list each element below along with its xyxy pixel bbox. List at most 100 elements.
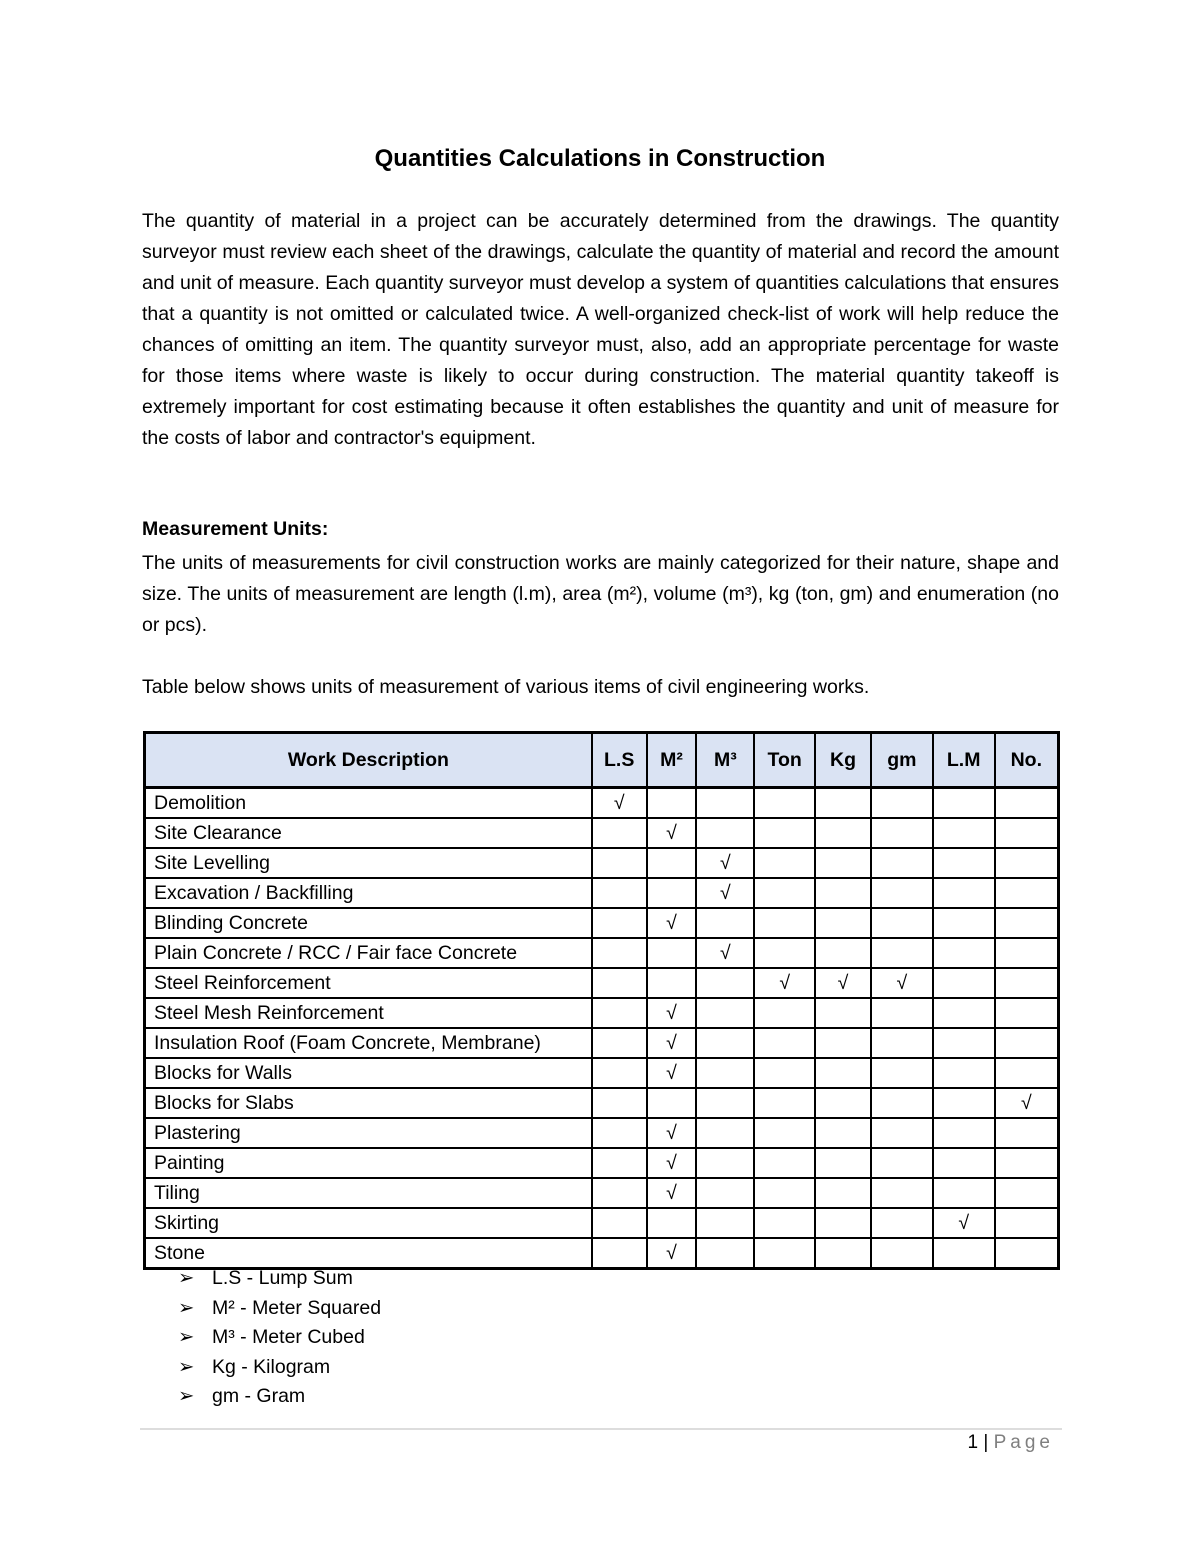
check-mark: √ bbox=[645, 1147, 698, 1179]
check-mark: √ bbox=[645, 1237, 698, 1270]
work-description: Blinding Concrete bbox=[143, 907, 593, 939]
check-mark: √ bbox=[645, 997, 698, 1029]
unit-cell bbox=[869, 1177, 934, 1209]
unit-cell bbox=[695, 817, 756, 849]
unit-cell bbox=[695, 1177, 756, 1209]
table-row: Steel Reinforcement √ √ √ bbox=[143, 967, 1060, 999]
column-header: L.S bbox=[590, 731, 648, 789]
legend-item: ➢ M³ - Meter Cubed bbox=[178, 1323, 381, 1353]
unit-cell bbox=[695, 1237, 756, 1270]
unit-cell bbox=[869, 1207, 934, 1239]
unit-cell bbox=[645, 1087, 698, 1119]
unit-cell bbox=[814, 1147, 872, 1179]
column-header: Work Description bbox=[143, 731, 593, 789]
unit-cell bbox=[590, 1117, 648, 1149]
unit-cell bbox=[931, 1027, 996, 1059]
unit-cell bbox=[590, 1207, 648, 1239]
column-header: Kg bbox=[814, 731, 872, 789]
unit-cell bbox=[753, 937, 817, 969]
unit-cell bbox=[590, 847, 648, 879]
unit-cell bbox=[590, 1087, 648, 1119]
work-description: Skirting bbox=[143, 1207, 593, 1239]
unit-cell bbox=[814, 877, 872, 909]
check-mark: √ bbox=[695, 937, 756, 969]
check-mark: √ bbox=[695, 877, 756, 909]
unit-cell bbox=[814, 907, 872, 939]
unit-cell bbox=[869, 786, 934, 819]
table-intro: Table below shows units of measurement o… bbox=[142, 676, 870, 698]
legend-text: M³ - Meter Cubed bbox=[212, 1326, 365, 1348]
footer-separator: | bbox=[983, 1432, 989, 1453]
unit-cell bbox=[695, 1117, 756, 1149]
unit-cell bbox=[993, 1237, 1060, 1270]
unit-cell bbox=[695, 1087, 756, 1119]
unit-cell bbox=[753, 847, 817, 879]
page-title: Quantities Calculations in Construction bbox=[374, 145, 826, 172]
unit-cell bbox=[753, 1087, 817, 1119]
unit-cell bbox=[695, 786, 756, 819]
work-description: Site Clearance bbox=[143, 817, 593, 849]
work-description: Steel Reinforcement bbox=[143, 967, 593, 999]
column-header: gm bbox=[869, 731, 934, 789]
check-mark: √ bbox=[645, 1177, 698, 1209]
unit-cell bbox=[931, 967, 996, 999]
unit-cell bbox=[753, 817, 817, 849]
unit-cell bbox=[590, 817, 648, 849]
unit-cell bbox=[869, 997, 934, 1029]
unit-cell bbox=[814, 786, 872, 819]
unit-cell bbox=[869, 1117, 934, 1149]
table-row: Skirting √ bbox=[143, 1207, 1060, 1239]
unit-cell bbox=[931, 817, 996, 849]
unit-cell bbox=[753, 1207, 817, 1239]
unit-cell bbox=[590, 1027, 648, 1059]
arrow-bullet-icon: ➢ bbox=[178, 1385, 195, 1407]
legend-item: ➢ L.S - Lump Sum bbox=[178, 1264, 381, 1294]
column-header: M³ bbox=[695, 731, 756, 789]
page-number: 1 bbox=[967, 1432, 979, 1453]
units-table: Work Description L.S M² M³ Ton Kg gm L.M No. Dem… bbox=[143, 731, 1060, 1270]
unit-cell bbox=[753, 1237, 817, 1270]
unit-cell bbox=[590, 937, 648, 969]
table-row: Demolition √ bbox=[143, 786, 1060, 819]
arrow-bullet-icon: ➢ bbox=[178, 1267, 195, 1289]
work-description: Stone bbox=[143, 1237, 593, 1270]
unit-cell bbox=[695, 1027, 756, 1059]
unit-cell bbox=[590, 997, 648, 1029]
unit-cell bbox=[931, 1117, 996, 1149]
unit-cell bbox=[590, 1057, 648, 1089]
check-mark: √ bbox=[993, 1087, 1060, 1119]
unit-cell bbox=[814, 1177, 872, 1209]
unit-cell bbox=[814, 1087, 872, 1119]
unit-cell bbox=[814, 1237, 872, 1270]
unit-cell bbox=[993, 1147, 1060, 1179]
unit-cell bbox=[695, 967, 756, 999]
unit-cell bbox=[931, 1057, 996, 1089]
unit-cell bbox=[590, 967, 648, 999]
intro-paragraph: The quantity of material in a project ca… bbox=[142, 210, 1059, 449]
table-row: Stone √ bbox=[143, 1237, 1060, 1270]
unit-cell bbox=[993, 817, 1060, 849]
unit-cell bbox=[814, 937, 872, 969]
page-label: Page bbox=[993, 1432, 1054, 1453]
unit-cell bbox=[993, 907, 1060, 939]
table-row: Site Clearance √ bbox=[143, 817, 1060, 849]
unit-cell bbox=[869, 907, 934, 939]
unit-cell bbox=[814, 997, 872, 1029]
unit-cell bbox=[869, 1057, 934, 1089]
unit-cell bbox=[993, 1207, 1060, 1239]
unit-cell bbox=[931, 847, 996, 879]
legend-text: M² - Meter Squared bbox=[212, 1296, 382, 1319]
legend-text: gm - Gram bbox=[212, 1385, 306, 1407]
unit-cell bbox=[993, 1057, 1060, 1089]
work-description: Plain Concrete / RCC / Fair face Concret… bbox=[143, 937, 593, 969]
arrow-bullet-icon: ➢ bbox=[178, 1296, 195, 1319]
page-footer: 1 | Page bbox=[968, 1432, 1054, 1454]
column-header: No. bbox=[993, 731, 1060, 789]
work-description: Blocks for Slabs bbox=[143, 1087, 593, 1119]
table-row: Blocks for Slabs √ bbox=[143, 1087, 1060, 1119]
unit-cell bbox=[753, 1117, 817, 1149]
table-row: Excavation / Backfilling √ bbox=[143, 877, 1060, 909]
unit-cell bbox=[931, 1147, 996, 1179]
table-row: Site Levelling √ bbox=[143, 847, 1060, 879]
unit-cell bbox=[869, 877, 934, 909]
